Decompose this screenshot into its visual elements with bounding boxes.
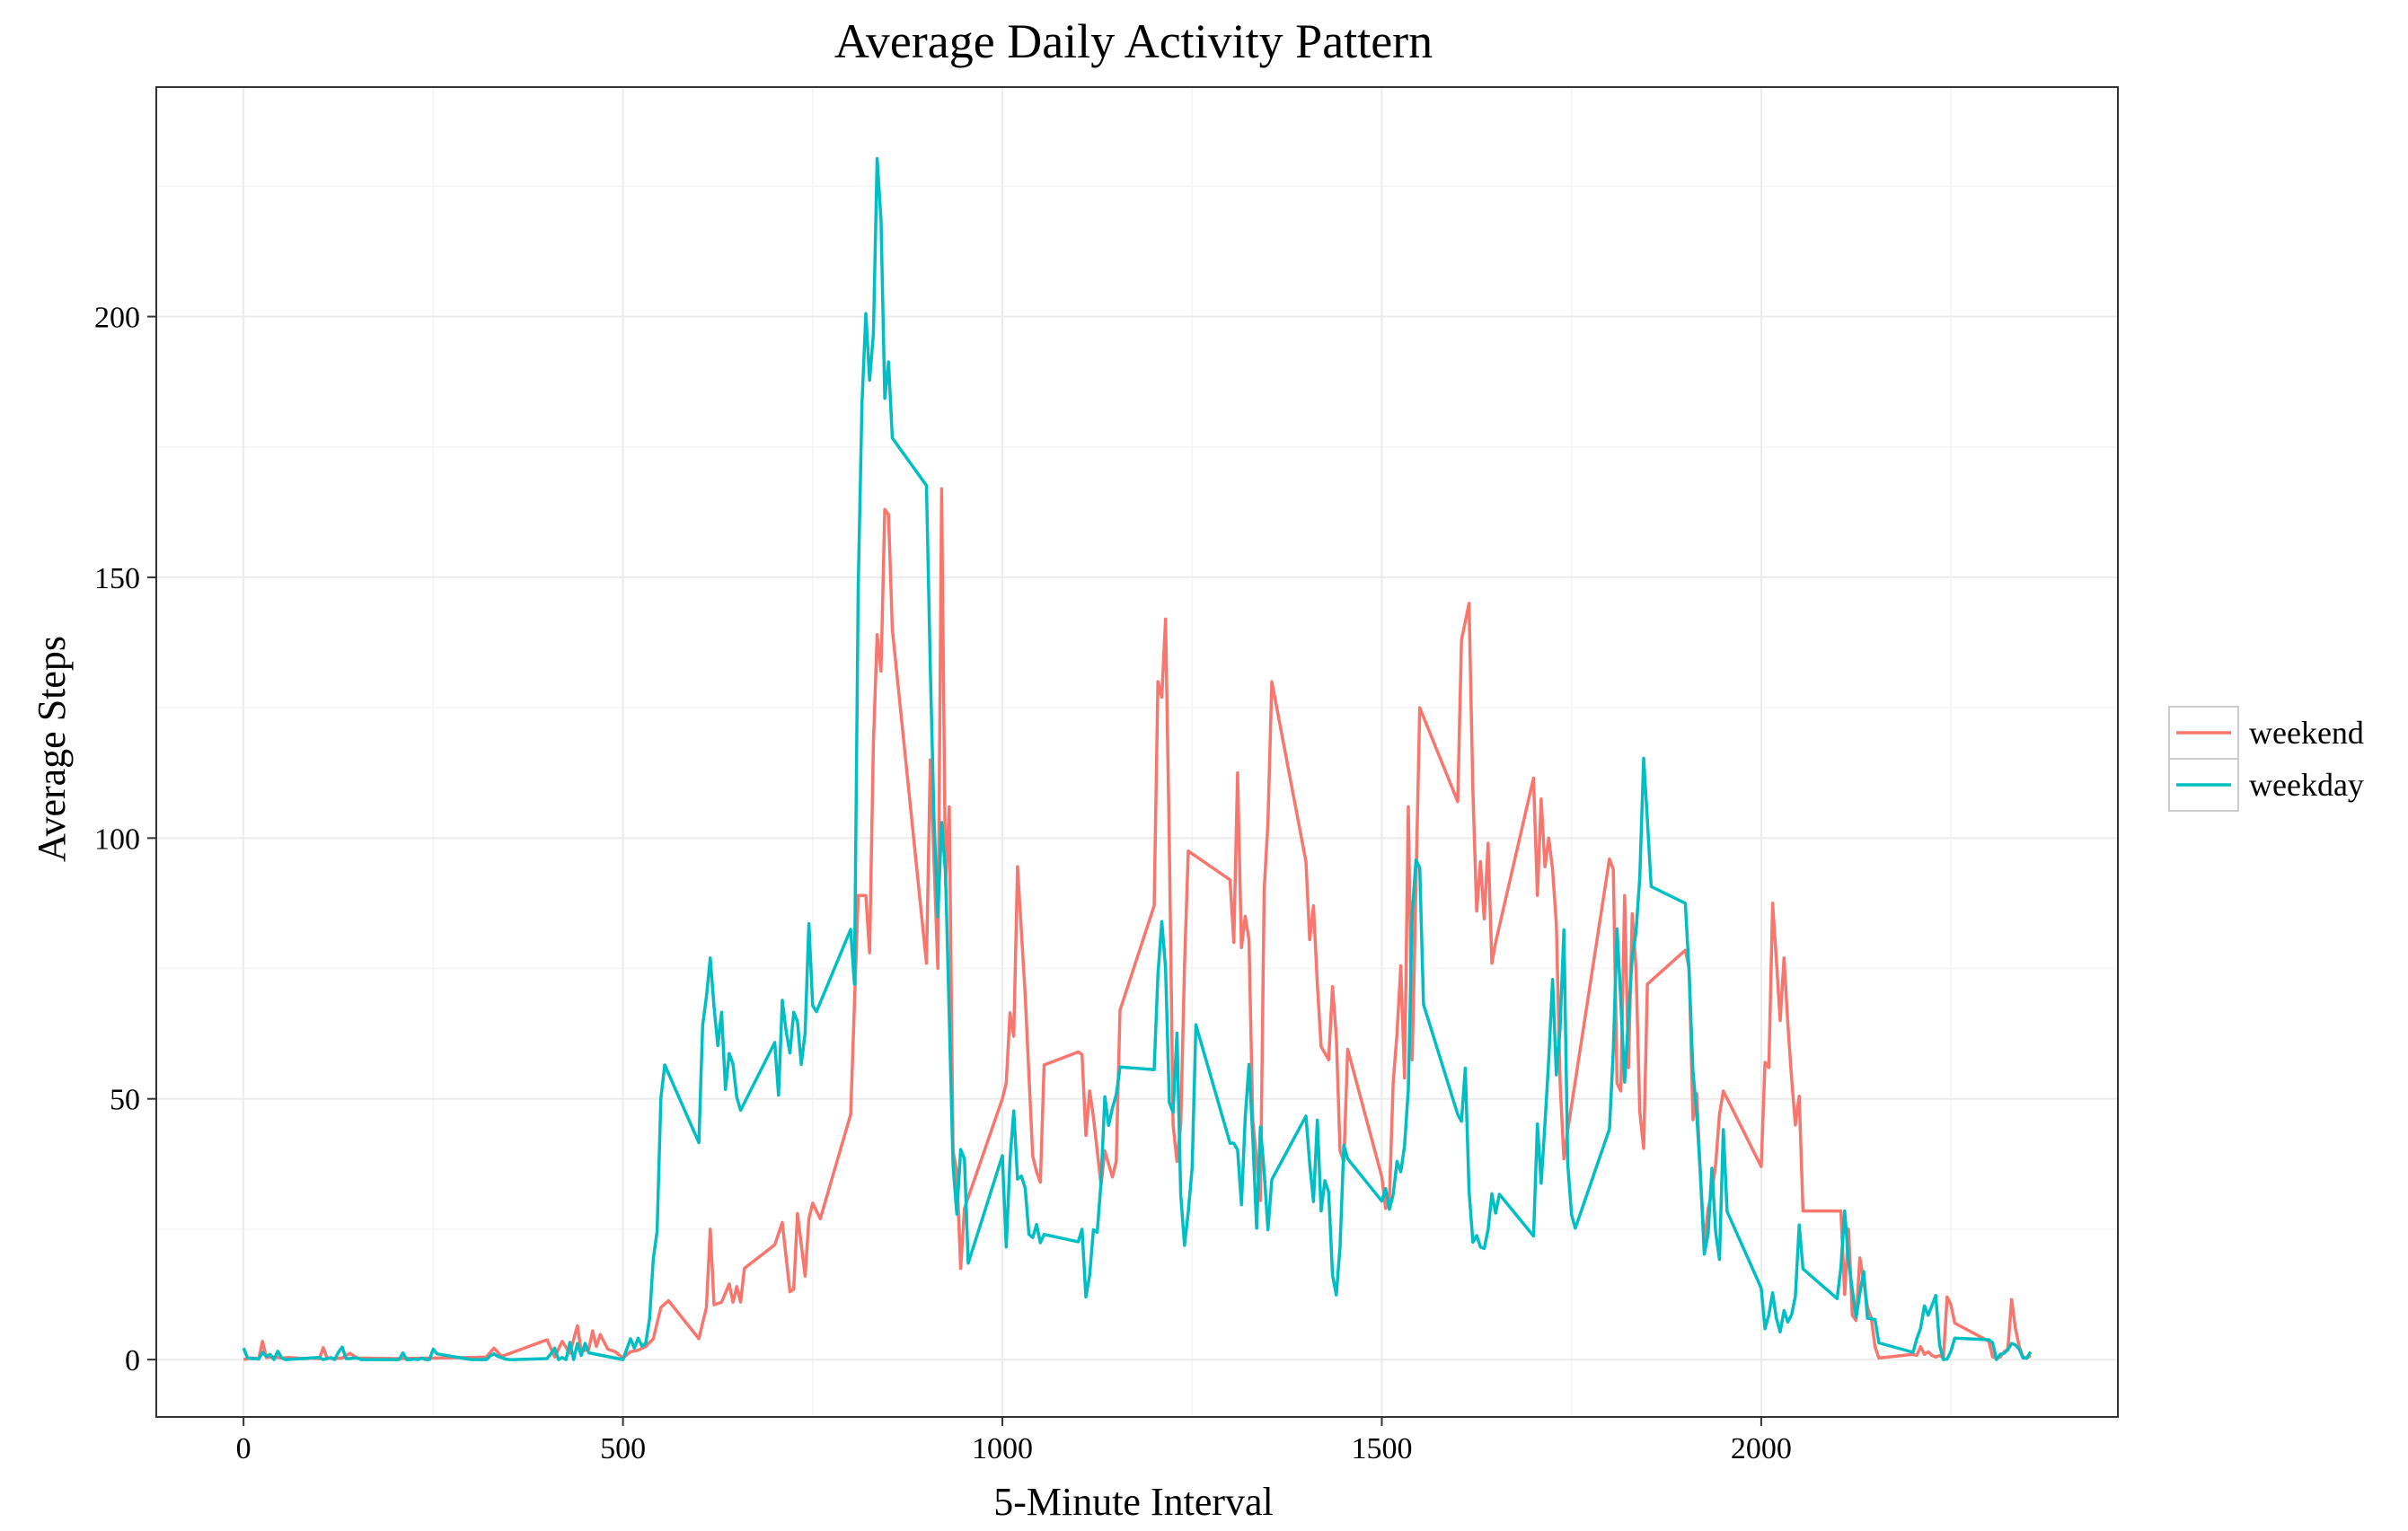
axis-ticks: 0 500 1000 1500 2000 0 50 100 150 200: [94, 302, 1792, 1465]
y-tick-label: 100: [94, 823, 140, 856]
series-line-weekday: [242, 156, 2033, 1361]
legend-label-weekend: weekend: [2249, 715, 2364, 751]
series-lines: [242, 156, 2033, 1361]
x-tick-label: 500: [600, 1432, 646, 1465]
chart-title: Average Daily Activity Pattern: [834, 14, 1433, 68]
x-tick-label: 1500: [1351, 1432, 1412, 1465]
y-tick-label: 0: [125, 1344, 140, 1377]
y-tick-label: 200: [94, 302, 140, 335]
y-tick-label: 50: [110, 1084, 140, 1117]
legend: weekend weekday: [2168, 706, 2364, 812]
x-axis-title: 5-Minute Interval: [993, 1480, 1274, 1524]
legend-label-weekday: weekday: [2249, 767, 2364, 803]
y-tick-label: 150: [94, 562, 140, 595]
y-axis-title: Average Steps: [30, 636, 74, 862]
x-tick-label: 0: [236, 1432, 251, 1465]
x-tick-label: 1000: [972, 1432, 1033, 1465]
x-tick-label: 2000: [1731, 1432, 1792, 1465]
series-line-weekend: [243, 487, 2032, 1361]
plot-panel-border: [155, 86, 2119, 1418]
grid-lines: [156, 87, 2118, 1417]
